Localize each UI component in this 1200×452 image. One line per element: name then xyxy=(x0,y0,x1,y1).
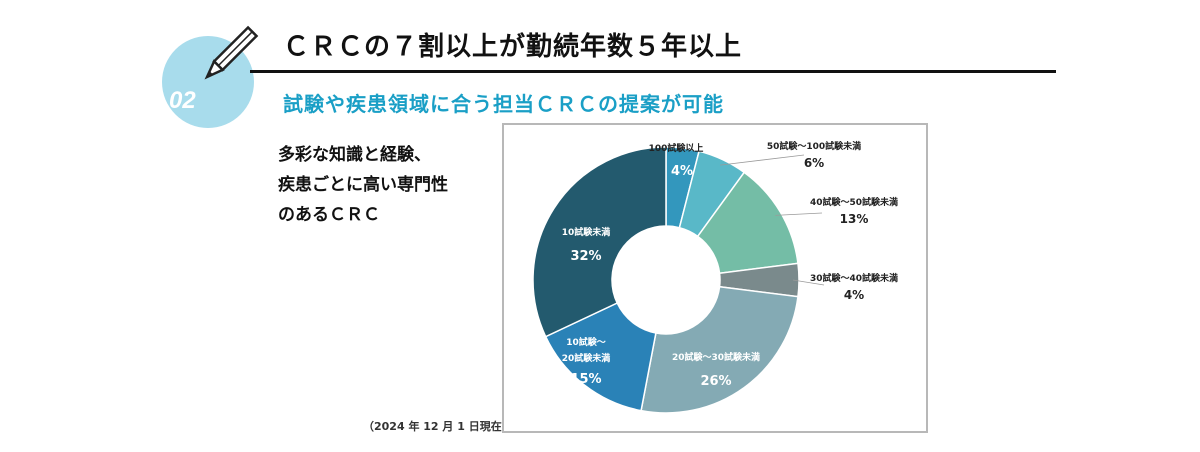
donut-slice xyxy=(640,285,799,414)
slice-label: 20試験～30試験未満 xyxy=(672,351,760,363)
description-line: 多彩な知識と経験、 xyxy=(278,145,431,165)
slice-value-label: 4% xyxy=(671,164,693,179)
slice-label: 10試験未満 xyxy=(562,226,611,238)
description: 多彩な知識と経験、 疾患ごとに高い専門性 のあるＣＲＣ xyxy=(278,140,448,230)
leader-line xyxy=(775,212,823,216)
donut-slice xyxy=(544,301,657,412)
slice-label: 40試験～50試験未満 xyxy=(810,196,898,208)
donut-chart: 100試験以上 4% 50試験～100試験未満 6% 40試験～50試験未満 13% 30試… xyxy=(532,140,898,414)
page-title: ＣＲＣの７割以上が勤続年数５年以上 xyxy=(283,32,743,62)
slice-label: 20試験未満 xyxy=(562,352,611,364)
slice-value-label: 6% xyxy=(804,156,824,170)
slice-label: 30試験～40試験未満 xyxy=(810,272,898,284)
page-subtitle: 試験や疾患領域に合う担当ＣＲＣの提案が可能 xyxy=(283,92,724,116)
slice-value-label: 15% xyxy=(570,372,601,387)
pen-icon xyxy=(204,25,259,80)
slice-value-label: 26% xyxy=(700,374,731,389)
description-line: 疾患ごとに高い専門性 xyxy=(278,175,448,195)
leader-line xyxy=(720,154,805,166)
section-number-badge: 02 xyxy=(162,25,259,128)
slice-value-label: 13% xyxy=(840,212,869,226)
slice-value-label: 32% xyxy=(570,249,601,264)
date-note: （2024 年 12 月 1 日現在） xyxy=(363,420,513,433)
description-line: のあるＣＲＣ xyxy=(278,205,380,225)
donut-slice xyxy=(532,146,667,338)
slice-label: 10試験～ xyxy=(566,336,606,348)
donut-chart-frame: 100試験以上 4% 50試験～100試験未満 6% 40試験～50試験未満 13% 30試… xyxy=(502,123,928,433)
slice-value-label: 4% xyxy=(844,288,864,302)
slice-label: 100試験以上 xyxy=(649,142,704,154)
title-rule xyxy=(250,70,1056,73)
slice-label: 50試験～100試験未満 xyxy=(767,140,861,152)
leader-line xyxy=(792,279,825,286)
badge-number: 02 xyxy=(169,87,196,114)
